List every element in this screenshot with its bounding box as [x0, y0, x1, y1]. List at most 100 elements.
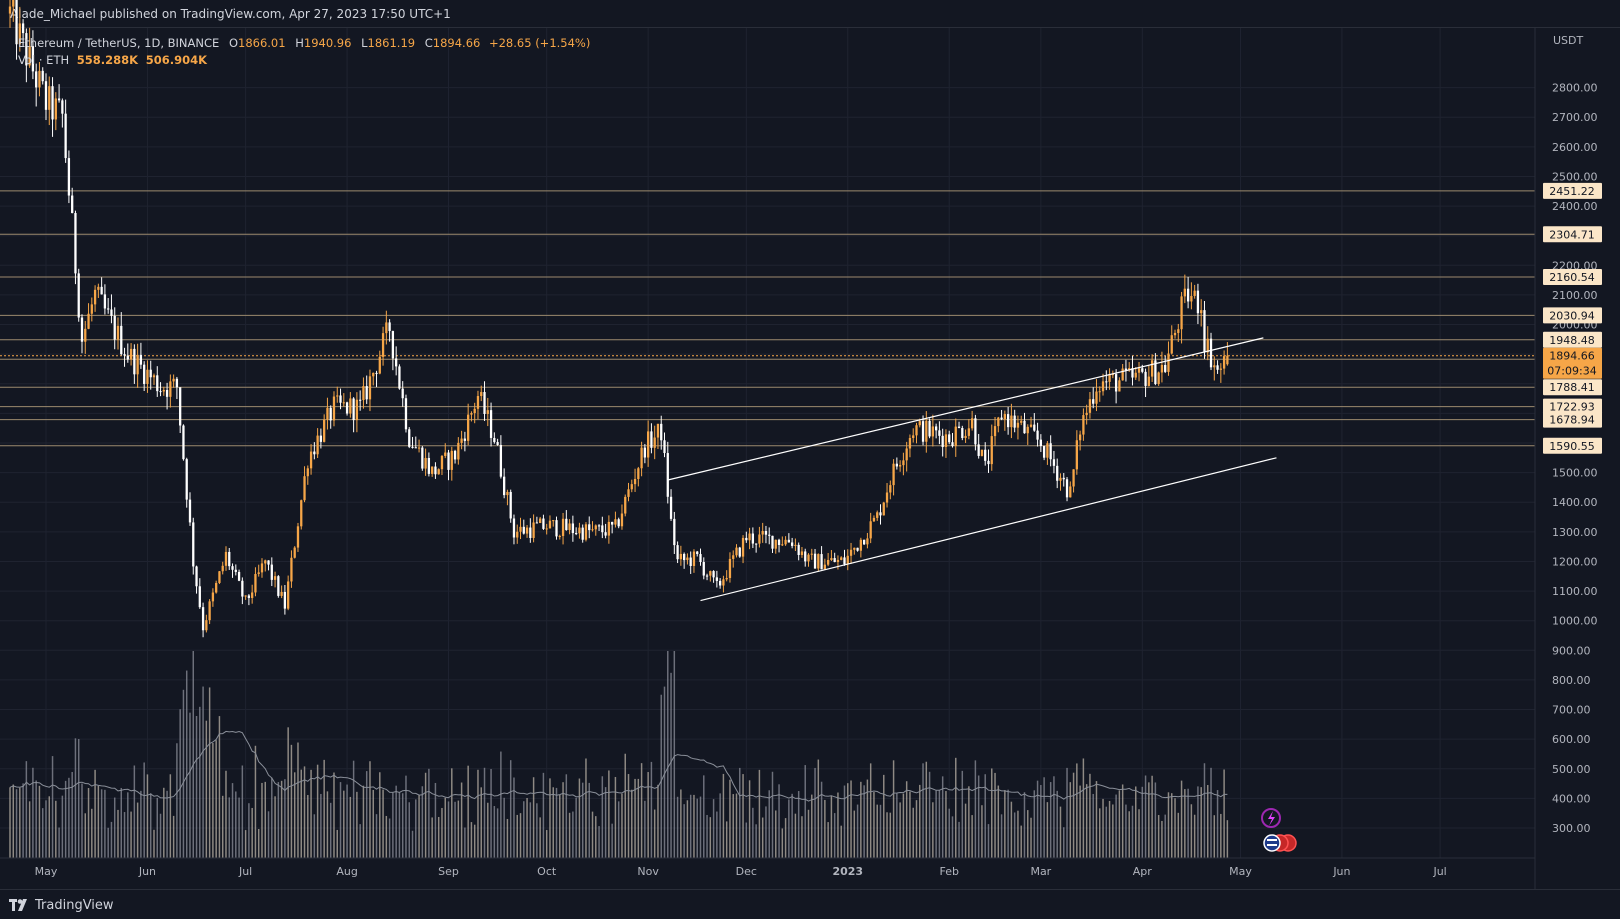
candle-body: [990, 436, 993, 465]
tradingview-logo[interactable]: TradingView: [9, 898, 114, 913]
candle-body: [280, 591, 283, 596]
volume-bar: [549, 778, 551, 858]
level-badge-label-3: 2030.94: [1549, 309, 1595, 322]
candle-body: [1049, 443, 1052, 460]
volume-bar: [971, 815, 973, 858]
candle-body: [1209, 338, 1213, 368]
volume-bar: [673, 651, 676, 858]
candle-body: [1033, 424, 1036, 431]
candle-body: [522, 526, 525, 534]
candle-body: [787, 539, 791, 543]
volume-bar: [745, 822, 748, 858]
volume-bar: [1105, 806, 1108, 858]
candle-body: [385, 322, 388, 334]
volume-bar: [1059, 806, 1062, 858]
candle-body: [954, 426, 957, 447]
volume-bar: [140, 790, 142, 858]
volume-bar: [1033, 790, 1036, 858]
volume-ma-value: 506.904K: [145, 53, 208, 67]
time-axis[interactable]: May Jun Jul Aug Sep Oct Nov Dec 2023 Feb Mar Apr May…: [35, 865, 1447, 878]
candle-body: [633, 478, 637, 485]
candle-body: [123, 354, 126, 356]
volume-bar: [238, 797, 240, 858]
event-icons[interactable]: [1261, 808, 1297, 852]
volume-bar: [280, 780, 283, 858]
volume-bar: [215, 740, 217, 858]
candle-body: [74, 212, 77, 274]
volume-bar: [81, 783, 83, 858]
volume-bar: [444, 797, 446, 858]
volume-bar: [254, 745, 257, 858]
level-badge-6: [1543, 379, 1602, 396]
level-badge-label-6: 1788.41: [1549, 381, 1595, 394]
volume-bar: [1079, 785, 1081, 858]
candle-body: [915, 425, 918, 436]
candle-body: [1111, 374, 1114, 376]
volume-bar: [853, 810, 856, 858]
volume-bar: [411, 830, 414, 858]
change-value: +28.65 (+1.54%): [488, 36, 591, 50]
candle-body: [1121, 368, 1124, 381]
us-flag-icon[interactable]: [1263, 834, 1281, 852]
candle-body: [251, 592, 254, 598]
volume-bar: [329, 802, 332, 858]
low-value: 1861.19: [367, 36, 416, 50]
candle-body: [300, 500, 303, 527]
price-legend-row[interactable]: Ethereum / TetherUS, 1D, BINANCE O1866.0…: [18, 35, 590, 52]
candle-body: [64, 113, 67, 159]
candle-body: [869, 521, 872, 539]
lightning-icon[interactable]: [1261, 808, 1281, 828]
price-axis[interactable]: USDT 2800.00 2700.00 2600.00 2500.00 2400.00…: [1552, 34, 1598, 835]
candle-body: [607, 521, 611, 536]
candle-body: [925, 420, 928, 442]
candle-body: [277, 576, 280, 596]
candle-body: [804, 551, 807, 562]
volume-bar: [58, 827, 60, 858]
volume-bar: [637, 778, 640, 858]
volume-bar: [712, 799, 715, 858]
volume-legend-row[interactable]: Vol · ETH 558.288K 506.904K: [18, 52, 590, 69]
volume-bar: [379, 772, 381, 858]
candle-body: [1134, 372, 1137, 378]
volume-bar: [709, 817, 712, 858]
volume-bar: [699, 796, 702, 858]
volume-bar: [487, 802, 489, 858]
volume-bar: [1220, 813, 1222, 858]
candle-body: [1114, 374, 1118, 392]
volume-bar: [316, 764, 319, 858]
volume-bar: [941, 776, 944, 858]
volume-bar: [428, 768, 430, 858]
y-tick-label-20: 800.00: [1552, 674, 1591, 687]
candle-body: [496, 442, 499, 445]
level-badge-label-4: 1948.48: [1549, 334, 1595, 347]
volume-bar: [765, 806, 767, 858]
volume-bar: [919, 784, 921, 858]
candle-body: [368, 376, 372, 400]
candle-body: [712, 571, 715, 578]
candle-body: [984, 449, 987, 461]
high-value: 1940.96: [303, 36, 352, 50]
volume-bar: [9, 787, 11, 858]
volume-bar: [938, 789, 941, 858]
candle-body: [77, 273, 80, 318]
volume-bar: [925, 761, 928, 858]
candle-body: [440, 455, 444, 470]
volume-bar: [271, 777, 273, 858]
volume-bar: [293, 772, 296, 858]
candle-body: [908, 437, 912, 449]
candle-body: [532, 522, 535, 538]
volume-bar: [251, 807, 253, 858]
volume-bar: [716, 811, 718, 858]
candle-body: [948, 434, 951, 443]
candle-body: [493, 437, 496, 443]
x-tick-label-10: Mar: [1030, 865, 1051, 878]
candle-body: [201, 607, 205, 631]
volume-bar: [565, 774, 568, 858]
candle-body: [728, 558, 732, 578]
candle-body: [349, 398, 352, 414]
volume-bar: [820, 781, 823, 858]
volume-bar: [974, 760, 977, 858]
volume-bar: [647, 772, 649, 858]
level-badge-2: [1543, 268, 1602, 285]
